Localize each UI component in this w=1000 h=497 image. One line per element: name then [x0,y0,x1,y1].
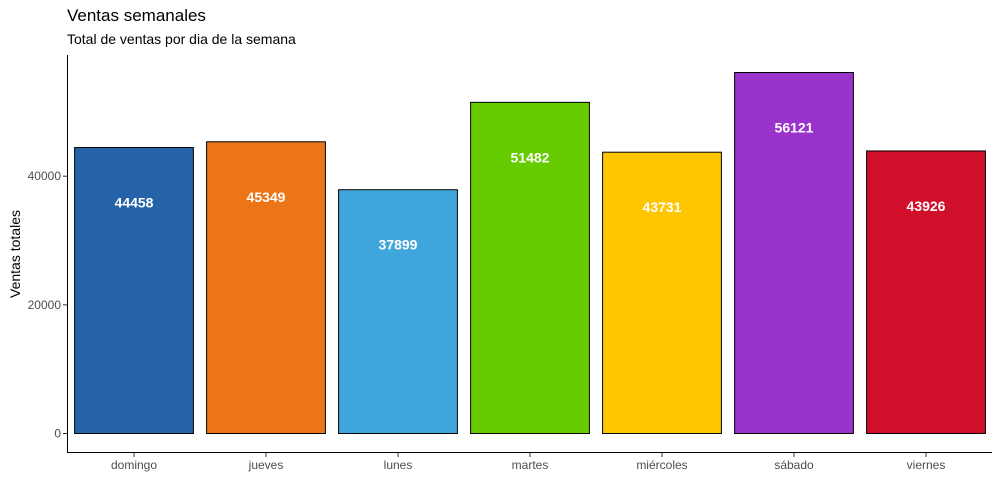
chart-subtitle: Total de ventas por dia de la semana [67,31,296,47]
data-label-domingo: 44458 [115,195,154,211]
bar-sábado [734,72,854,434]
data-label-lunes: 37899 [379,237,418,253]
x-tick-label-martes: martes [512,458,549,472]
bars-group [74,72,986,435]
data-label-miércoles: 43731 [643,199,682,215]
x-tick-label-domingo: domingo [111,458,157,472]
data-label-jueves: 45349 [247,189,286,205]
chart-title: Ventas semanales [67,6,206,25]
x-tick-label-jueves: jueves [248,458,284,472]
bar-jueves [206,141,326,435]
bar-lunes [338,189,458,434]
x-ticks-group: domingo jueves lunes martes miércoles sábado v… [111,453,945,472]
bar-viernes [866,150,986,434]
y-tick-label-0: 0 [54,427,61,441]
y-tick-label-20000: 20000 [28,298,62,312]
y-tick-label-40000: 40000 [28,169,62,183]
x-tick-label-miércoles: miércoles [636,458,687,472]
bar-domingo [74,147,194,435]
data-label-viernes: 43926 [907,198,946,214]
x-tick-label-sábado: sábado [774,458,814,472]
data-labels-group: 44458 45349 37899 51482 43731 56121 43926 [115,120,946,253]
y-axis-title: Ventas totales [7,210,23,298]
x-tick-label-lunes: lunes [384,458,413,472]
data-label-sábado: 56121 [775,120,814,136]
bar-miércoles [602,151,722,434]
data-label-martes: 51482 [511,149,550,165]
y-ticks-group: 0 20000 40000 [28,169,67,441]
x-tick-label-viernes: viernes [907,458,946,472]
bar-martes [470,101,590,434]
